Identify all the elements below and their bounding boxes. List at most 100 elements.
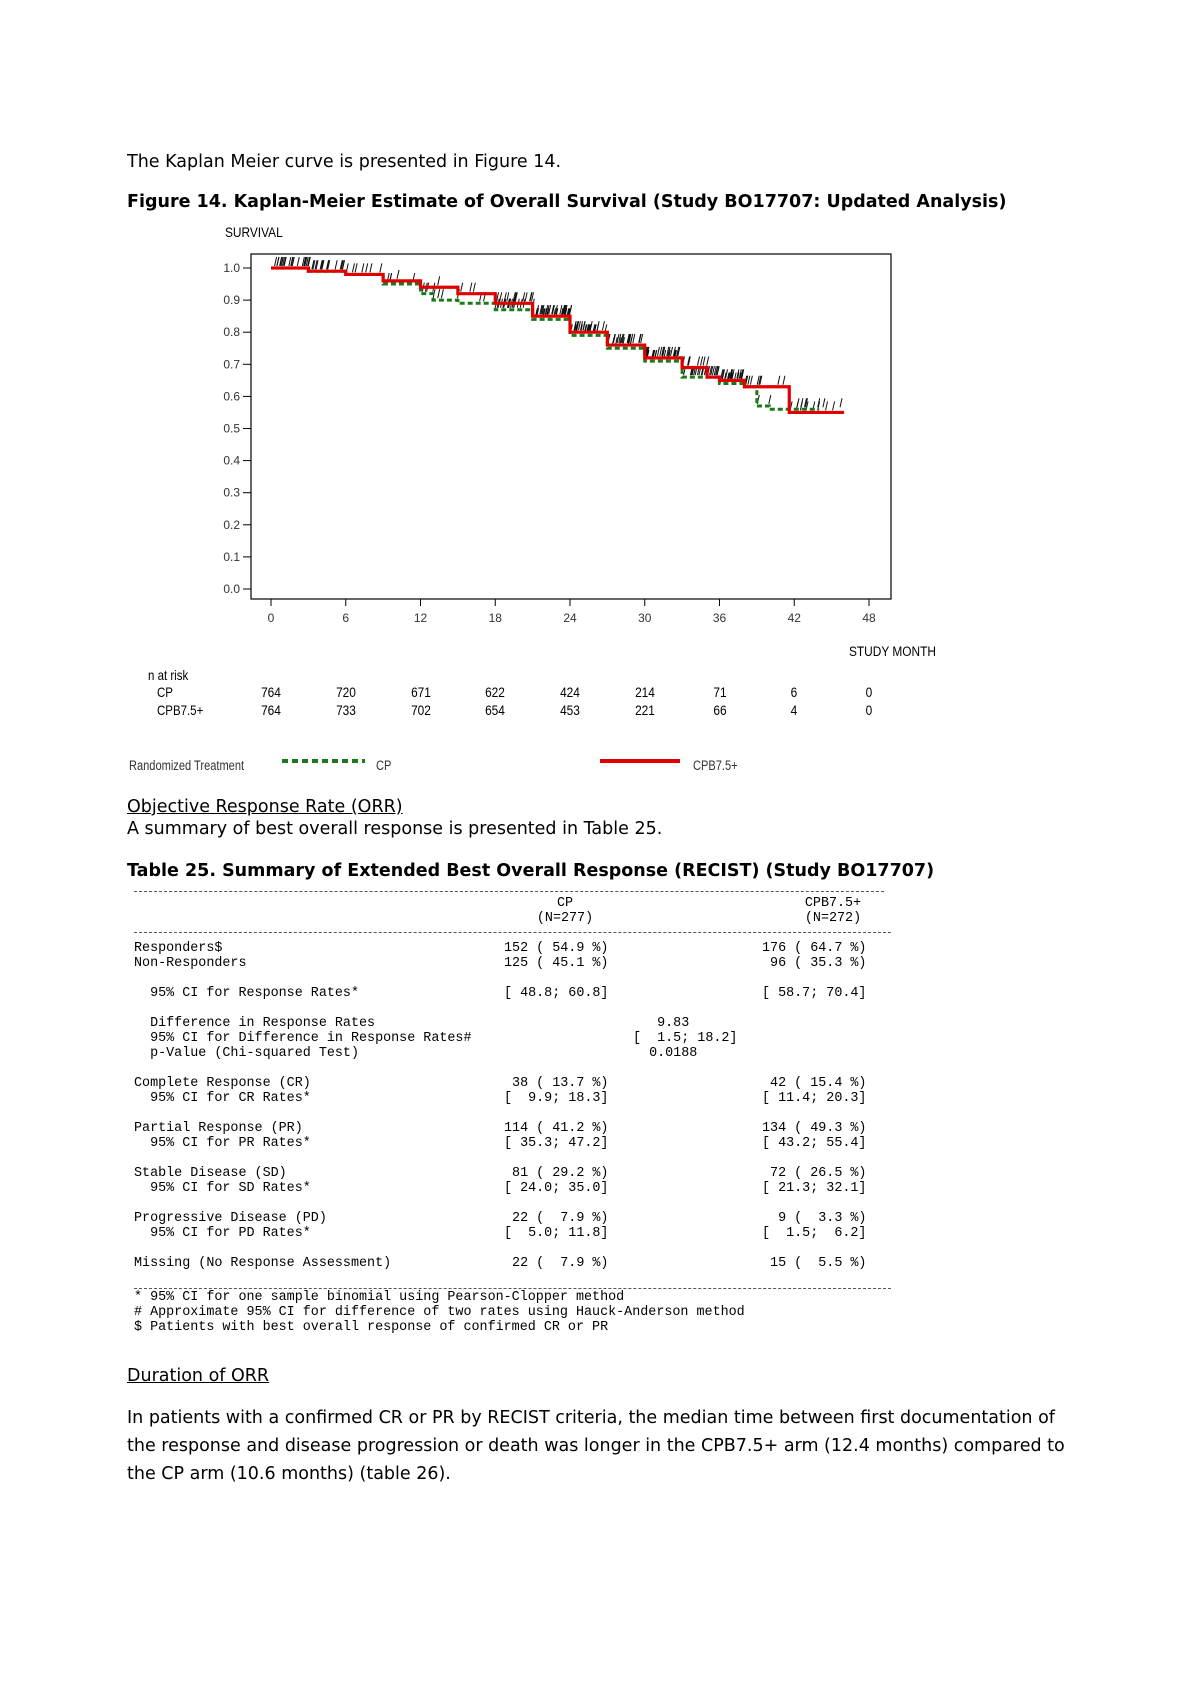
- table-row-label: 95% CI for PR Rates*: [134, 1136, 311, 1151]
- table-footnote: $ Patients with best overall response of…: [134, 1320, 609, 1335]
- censor-mark: [365, 263, 369, 273]
- table-cell-difference: 9.83: [633, 1016, 690, 1031]
- censor-mark: [354, 263, 358, 273]
- table-row-label: Partial Response (PR): [134, 1121, 303, 1136]
- table-cell-cpb: [ 11.4; 20.3]: [762, 1091, 867, 1106]
- table-row-label: Difference in Response Rates: [134, 1016, 376, 1031]
- censor-mark: [670, 346, 674, 356]
- duration-heading: Duration of ORR: [127, 1366, 270, 1386]
- col2-header: CPB7.5+: [804, 896, 862, 911]
- table-cell-cpb: [ 21.3; 32.1]: [762, 1181, 867, 1196]
- col1-n: (N=277): [536, 911, 594, 926]
- censor-mark: [563, 305, 567, 315]
- censor-mark: [312, 260, 316, 270]
- censor-mark: [326, 260, 330, 270]
- risk-table-values: 764 720 671 622 424 214 71 6 0 764 733 702 654 453 221…: [0, 0, 1191, 718]
- legend-label-cpb: CPB7.5+: [693, 758, 738, 773]
- censor-mark: [627, 333, 631, 344]
- censor-mark: [725, 369, 729, 379]
- table-title: Table 25. Summary of Extended Best Overa…: [127, 861, 935, 881]
- censor-mark: [687, 356, 691, 366]
- censor-mark: [472, 282, 476, 292]
- censor-mark: [667, 346, 671, 356]
- censor-mark: [839, 398, 843, 408]
- censor-mark: [361, 263, 365, 273]
- censor-mark: [713, 366, 717, 376]
- y-tick-label: 0.4: [223, 454, 240, 468]
- col1-header: CP: [556, 896, 574, 911]
- table-row-label: Responders$: [134, 941, 223, 956]
- censor-mark: [551, 305, 555, 315]
- censor-mark: [796, 398, 800, 408]
- censor-mark: [559, 305, 563, 315]
- censor-mark: [596, 321, 600, 331]
- censor-mark: [741, 369, 745, 379]
- censor-mark: [697, 356, 701, 366]
- censor-mark: [738, 369, 742, 379]
- table-row-label: p-Value (Chi-squared Test): [134, 1046, 359, 1061]
- censor-mark: [715, 366, 719, 376]
- censor-mark: [687, 356, 691, 366]
- censor-mark: [627, 333, 631, 344]
- censor-mark: [747, 375, 751, 385]
- table-cell-cp: 81 ( 29.2 %): [504, 1166, 609, 1181]
- censor-mark: [339, 260, 343, 270]
- censor-mark: [334, 260, 338, 270]
- table-cell-cpb: 134 ( 49.3 %): [762, 1121, 867, 1136]
- intro-paragraph: The Kaplan Meier curve is presented in F…: [127, 152, 562, 172]
- censor-mark: [577, 321, 581, 331]
- legend-label-cp: CP: [376, 758, 392, 773]
- censor-mark: [562, 305, 566, 315]
- censor-mark: [522, 292, 526, 302]
- censor-mark: [554, 305, 558, 315]
- censor-mark: [768, 394, 772, 405]
- censor-mark: [303, 256, 307, 267]
- censor-mark: [569, 305, 572, 315]
- table-cell-cpb: 15 ( 5.5 %): [762, 1256, 867, 1271]
- table-cell-cp: 22 ( 7.9 %): [504, 1256, 609, 1271]
- table-cell-cpb: 176 ( 64.7 %): [762, 941, 867, 956]
- censor-mark: [319, 260, 323, 270]
- censor-mark: [759, 375, 763, 385]
- risk-table-label: n at risk: [148, 667, 189, 683]
- risk-count: 6: [790, 684, 798, 700]
- censor-mark: [710, 366, 714, 376]
- censor-mark: [320, 260, 324, 270]
- duration-paragraph: In patients with a confirmed CR or PR by…: [127, 1408, 1065, 1484]
- y-tick-label: 0.8: [223, 325, 240, 339]
- censor-mark: [307, 256, 311, 267]
- table-cell-cp: [ 48.8; 60.8]: [504, 986, 609, 1001]
- risk-count: 654: [485, 702, 506, 718]
- censor-mark: [709, 366, 713, 376]
- censor-mark: [740, 369, 744, 379]
- table-cell-cpb: 42 ( 15.4 %): [762, 1076, 867, 1091]
- censor-mark: [621, 333, 625, 344]
- censor-mark: [659, 346, 663, 356]
- risk-count: 622: [485, 684, 506, 700]
- y-tick-label: 0.2: [223, 518, 240, 532]
- censor-mark: [541, 305, 545, 315]
- x-axis-label: STUDY MONTH: [849, 643, 936, 659]
- table-cell-difference: [ 1.5; 18.2]: [633, 1031, 738, 1046]
- table-cell-cp: [ 35.3; 47.2]: [504, 1136, 609, 1151]
- risk-count: 71: [712, 684, 727, 700]
- censor-mark: [646, 346, 650, 356]
- censor-mark: [341, 260, 345, 270]
- censor-mark: [756, 375, 760, 385]
- censor-mark: [311, 260, 315, 270]
- y-tick-label: 0.6: [223, 389, 240, 403]
- table-cell-cp: [ 9.9; 18.3]: [504, 1091, 609, 1106]
- censor-mark: [800, 398, 804, 408]
- risk-count: 424: [560, 684, 580, 700]
- censor-mark: [804, 398, 807, 408]
- censor-mark: [804, 398, 808, 408]
- censor-mark: [296, 256, 300, 267]
- censor-mark: [676, 346, 680, 356]
- censor-mark: [711, 366, 715, 376]
- x-tick-label: 24: [563, 611, 577, 625]
- legend-swatch-cpb: [600, 759, 680, 763]
- censor-mark: [612, 333, 616, 344]
- censor-mark: [729, 369, 733, 379]
- censor-mark: [562, 305, 566, 315]
- censor-mark: [777, 375, 781, 385]
